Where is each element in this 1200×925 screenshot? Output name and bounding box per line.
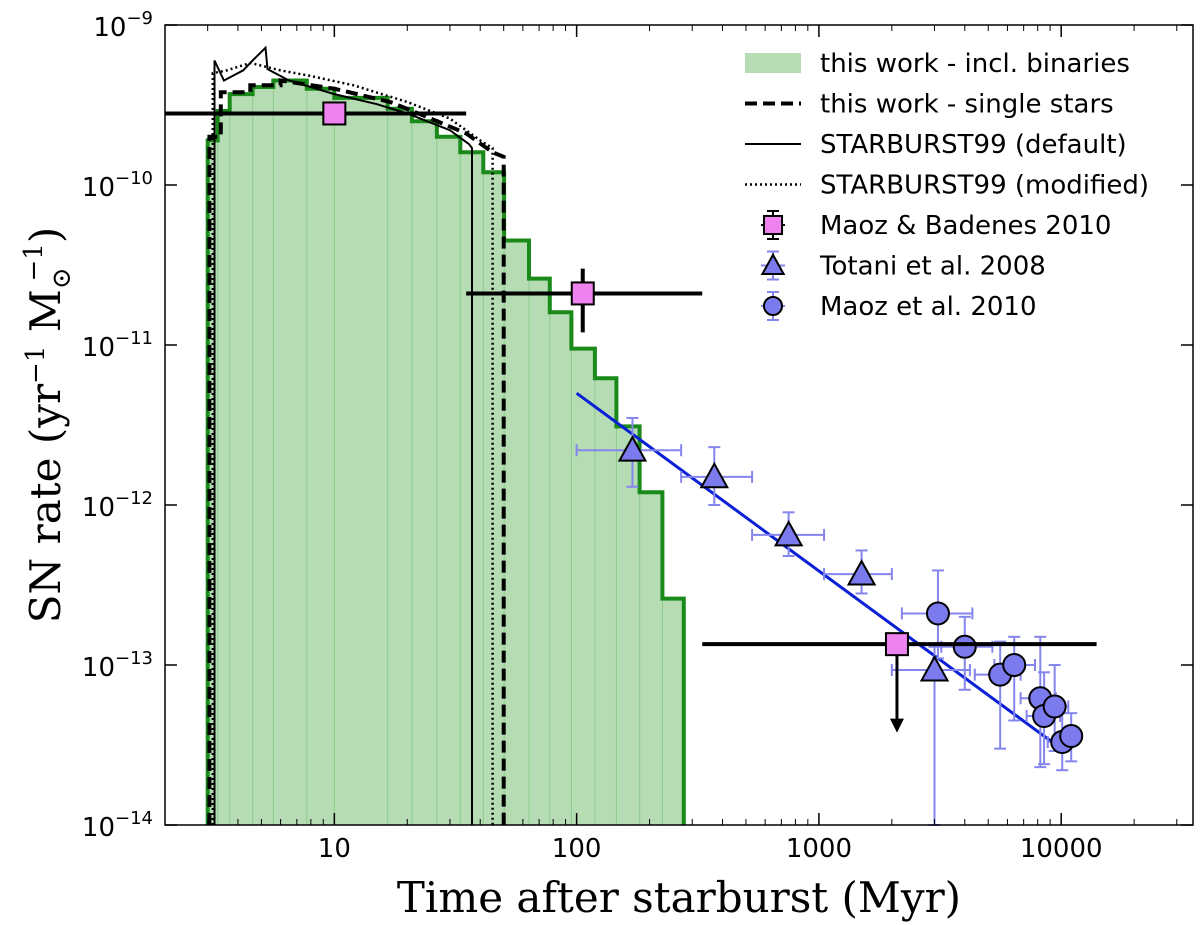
starburst99-default-line [213, 45, 473, 825]
y-tick-exponent: −11 [115, 328, 153, 349]
y-tick-label: 10−11 [82, 328, 153, 363]
maoz2010-point [1042, 694, 1067, 719]
y-tick-label: 10−13 [82, 648, 153, 683]
legend-label: this work - single stars [820, 90, 1114, 120]
legend-label: Totani et al. 2008 [819, 252, 1046, 282]
legend: this work - incl. binaries this work - si… [745, 49, 1149, 322]
y-tick-exponent: −9 [126, 8, 153, 29]
binaries-step-edge [205, 78, 686, 825]
y-tick-base: 10 [82, 333, 115, 363]
ticks-layer: 10 100 1000 1000010−1410−1310−1210−1110−101… [82, 8, 1193, 864]
y-axis-title-exp2: −1 [19, 243, 49, 281]
maoz2010-point [952, 634, 977, 659]
legend-label: STARBURST99 (modified) [820, 171, 1149, 201]
y-axis-title-sub: ⊙ [47, 267, 77, 289]
legend-swatch-patch [745, 53, 801, 73]
maoz2010-point [925, 601, 950, 626]
legend-label: Maoz & Badenes 2010 [820, 211, 1111, 241]
totani-point [919, 654, 950, 682]
legend-swatch-triangle [760, 252, 786, 276]
totani-point [846, 559, 877, 586]
legend-swatch-square [762, 214, 784, 236]
totani-point [773, 519, 804, 547]
y-tick-exponent: −14 [115, 808, 153, 829]
y-tick-label: 10−10 [82, 168, 153, 203]
y-axis-title-close: ) [21, 227, 70, 243]
x-tick-label: 1000 [786, 834, 852, 864]
power-law-fit-line [575, 391, 1063, 750]
totani-point [617, 435, 648, 462]
totani-point [699, 461, 729, 489]
y-tick-exponent: −10 [115, 168, 153, 189]
single-stars-line [207, 78, 506, 825]
badenes-upper-limit-arrowhead [889, 718, 904, 733]
y-tick-base: 10 [82, 813, 115, 843]
badenes-point [322, 101, 347, 126]
y-axis-title-mid: M [21, 289, 70, 345]
x-tick-label: 10 [318, 834, 351, 864]
data-points-layer [165, 101, 1097, 826]
binaries-fill-area [207, 80, 684, 825]
y-axis-title-main: SN rate (yr [21, 383, 70, 623]
y-tick-base: 10 [82, 173, 115, 203]
y-axis-title-exp1: −1 [21, 346, 51, 384]
legend-swatch-circle [762, 295, 784, 317]
y-tick-exponent: −12 [115, 488, 153, 509]
y-tick-base: 10 [82, 653, 115, 683]
y-tick-base: 10 [93, 13, 126, 43]
x-axis-title: Time after starburst (Myr) [397, 873, 961, 922]
plot-frame [164, 24, 1194, 826]
fit-line-layer [575, 391, 1063, 750]
x-tick-label: 100 [552, 834, 602, 864]
y-tick-base: 10 [82, 493, 115, 523]
legend-label: Maoz et al. 2010 [820, 292, 1037, 322]
legend-label: STARBURST99 (default) [820, 130, 1127, 160]
y-tick-exponent: −13 [115, 648, 153, 669]
badenes-point [884, 632, 909, 657]
y-tick-label: 10−14 [82, 808, 153, 843]
x-tick-label: 10000 [1020, 834, 1103, 864]
badenes-point [570, 281, 595, 306]
y-axis-title: SN rate (yr−1 M⊙−1) [19, 227, 77, 623]
maoz2010-point [1059, 723, 1084, 748]
legend-label: this work - incl. binaries [820, 49, 1130, 79]
binaries-fill-layer [205, 78, 686, 825]
y-tick-label: 10−12 [82, 488, 153, 523]
y-tick-label: 10−9 [93, 8, 153, 43]
maoz2010-point [1002, 653, 1027, 677]
model-lines-layer [207, 45, 506, 825]
